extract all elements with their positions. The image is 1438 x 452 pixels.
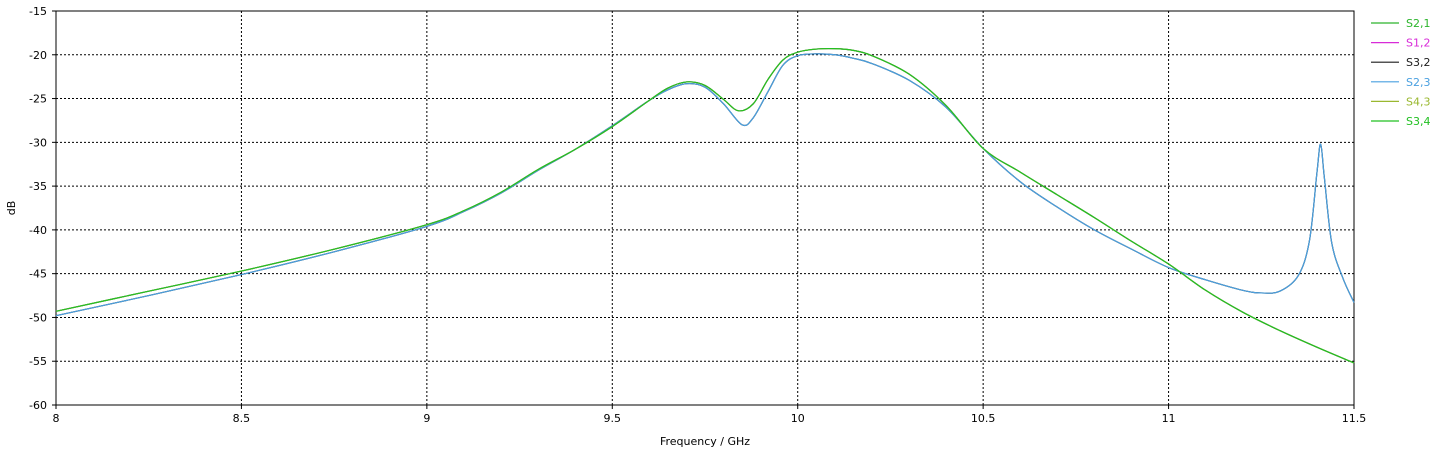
y-tick-label: -20 [29,49,47,62]
y-tick-label: -55 [29,355,47,368]
y-tick-label: -35 [29,180,47,193]
legend-label: S3,2 [1406,56,1430,69]
x-tick-label: 10.5 [971,412,996,425]
x-tick-label: 9.5 [604,412,622,425]
legend: S2,1 S1,2 S3,2 S2,3 S4,3 S3,4 [1371,17,1430,128]
y-tick-label: -50 [29,311,47,324]
y-tick-label: -45 [29,268,47,281]
plot-frame [55,10,1355,406]
legend-label: S3,4 [1406,115,1430,128]
series-line-S3-4 [55,47,1355,364]
y-axis-label: dB [5,201,18,216]
x-tick-label: 8.5 [233,412,251,425]
legend-label: S2,1 [1406,17,1430,30]
y-tick-label: -25 [29,93,47,106]
x-tick-label: 11.5 [1342,412,1367,425]
legend-label: S2,3 [1406,76,1430,89]
x-tick-label: 11 [1162,412,1176,425]
y-axis-ticks: -15 -20 -25 -30 -35 -40 -45 -50 -55 -60 [29,5,56,412]
x-tick-label: 9 [423,412,430,425]
series-layer [55,47,1355,364]
legend-label: S1,2 [1406,37,1430,50]
legend-label: S4,3 [1406,95,1430,108]
y-tick-label: -40 [29,224,47,237]
x-axis-label: Frequency / GHz [660,435,750,448]
grid [56,11,1354,405]
y-tick-label: -30 [29,136,47,149]
y-tick-label: -60 [29,399,47,412]
x-tick-label: 8 [53,412,60,425]
y-tick-label: -15 [29,5,47,18]
series-line-S2-3 [55,53,1355,317]
x-axis-ticks: 8 8.5 9 9.5 10 10.5 11 11.5 [53,405,1367,425]
x-tick-label: 10 [791,412,805,425]
